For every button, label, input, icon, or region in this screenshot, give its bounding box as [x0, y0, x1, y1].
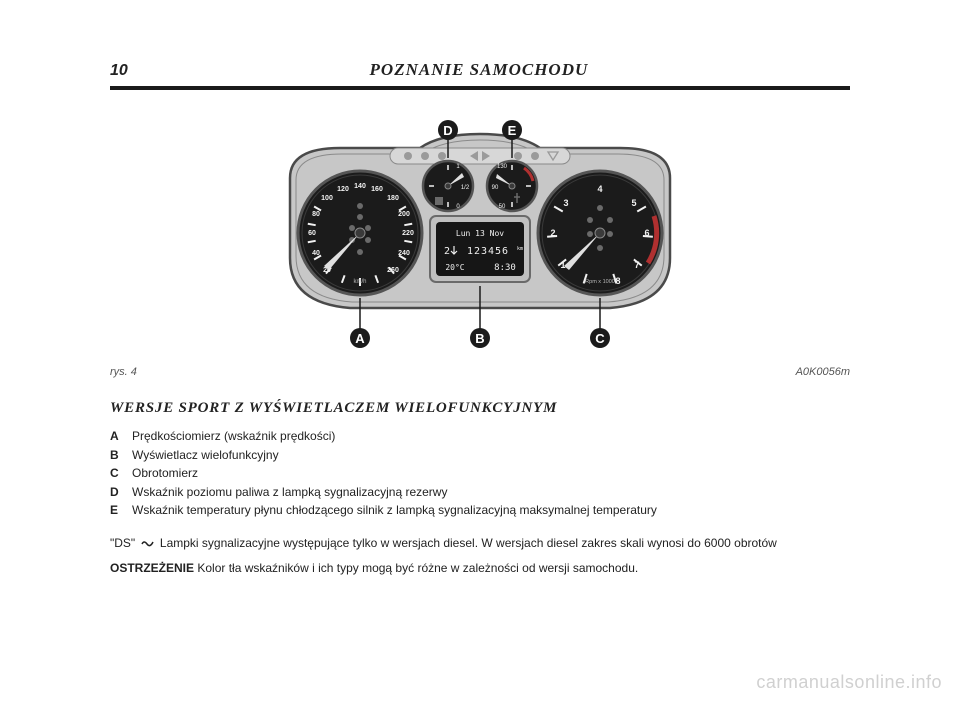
speedo-label-240: 240 [398, 250, 410, 257]
figure-caption-right: A0K0056m [796, 366, 850, 378]
speedo-label-220: 220 [402, 230, 414, 237]
legend-letter-C: C [110, 464, 132, 483]
legend-letter-D: D [110, 483, 132, 502]
legend-text-D: Wskaźnik poziomu paliwa z lampką sygnali… [132, 483, 447, 502]
callout-C: C [595, 331, 605, 346]
abs-icon [365, 237, 371, 243]
speedo-label-40: 40 [312, 250, 320, 257]
fuel-warning-icon [438, 152, 446, 160]
header-row: 10 POZNANIE SAMOCHODU [110, 60, 850, 80]
watermark: carmanualsonline.info [756, 672, 942, 693]
speedo-label-200: 200 [398, 211, 410, 218]
figure-instrument-cluster: 20 40 60 80 100 120 140 160 180 200 220 … [110, 118, 850, 358]
tachometer-gauge: 1 2 3 4 5 6 7 8 Rpm [538, 171, 662, 295]
tacho-label-4: 4 [597, 184, 602, 194]
glowplug-icon [587, 231, 593, 237]
chapter-title: POZNANIE SAMOCHODU [128, 60, 830, 80]
speedo-label-260: 260 [387, 267, 399, 274]
mfd-temp: 20°C [445, 263, 464, 272]
legend-item: A Prędkościomierz (wskaźnik prędkości) [110, 427, 850, 446]
legend-letter-A: A [110, 427, 132, 446]
legend-letter-B: B [110, 446, 132, 465]
legend-text-C: Obrotomierz [132, 464, 198, 483]
fuel-label-half: 1/2 [461, 185, 470, 191]
legend-text-B: Wyświetlacz wielofunkcyjny [132, 446, 279, 465]
legend-item: B Wyświetlacz wielofunkcyjny [110, 446, 850, 465]
tacho-label-8: 8 [615, 276, 620, 286]
tacho-label-7: 7 [634, 260, 639, 270]
high-beam-icon [514, 152, 522, 160]
callout-B: B [475, 331, 484, 346]
mfd-clock: 8:30 [494, 263, 516, 273]
figure-caption-left: rys. 4 [110, 366, 137, 378]
figure-caption-row: rys. 4 A0K0056m [110, 366, 850, 378]
note2-text: Kolor tła wskaźników i ich typy mogą być… [197, 561, 638, 575]
tacho-label-5: 5 [631, 198, 636, 208]
temperature-gauge: 130 90 50 [487, 161, 537, 211]
header-divider [110, 86, 850, 90]
oil-icon [587, 217, 593, 223]
legend-item: C Obrotomierz [110, 464, 850, 483]
tacho-label-2: 2 [550, 228, 555, 238]
door-open-icon [365, 225, 371, 231]
mfd-date: Lun 13 Nov [456, 229, 504, 238]
seatbelt-icon [597, 205, 603, 211]
page-number: 10 [110, 62, 128, 80]
mfd-odo-unit: km [517, 246, 523, 252]
rear-fog-icon [531, 152, 539, 160]
check-engine-icon [357, 214, 363, 220]
legend-letter-E: E [110, 501, 132, 520]
speedometer-gauge: 20 40 60 80 100 120 140 160 180 200 220 … [298, 171, 422, 295]
speedo-label-140: 140 [354, 183, 366, 190]
callout-D: D [443, 123, 452, 138]
fuel-gauge: 1 1/2 0 [423, 161, 473, 211]
fog-light-icon [404, 152, 412, 160]
mfd-gear: 2 [444, 246, 450, 257]
temp-label-50: 50 [499, 204, 506, 210]
note1-prefix: "DS" [110, 536, 135, 550]
callout-A: A [355, 331, 365, 346]
callout-E: E [508, 123, 517, 138]
legend-item: E Wskaźnik temperatury płynu chłodzącego… [110, 501, 850, 520]
esp-icon [357, 249, 363, 255]
glowplug-icon-inline [141, 538, 155, 549]
speedo-label-100: 100 [321, 195, 333, 202]
multifunction-display: Lun 13 Nov 2 123456 km 20°C 8:30 [430, 216, 530, 282]
warning-light-bar [390, 148, 570, 164]
mfd-odo: 123456 [467, 246, 509, 257]
water-in-fuel-icon [607, 231, 613, 237]
speedo-unit: km/h [353, 279, 366, 285]
note2-label: OSTRZEŻENIE [110, 561, 194, 575]
fuel-pump-icon [435, 197, 443, 205]
section-heading: WERSJE SPORT Z WYŚWIETLACZEM WIELOFUNKCY… [110, 400, 850, 417]
tacho-unit: Rpm x 1000 [585, 279, 615, 285]
speedo-label-120: 120 [337, 186, 349, 193]
speedo-label-180: 180 [387, 195, 399, 202]
legend-list: A Prędkościomierz (wskaźnik prędkości) B… [110, 427, 850, 520]
instrument-cluster-svg: 20 40 60 80 100 120 140 160 180 200 220 … [230, 118, 730, 358]
tacho-label-3: 3 [563, 198, 568, 208]
airbag-icon [357, 203, 363, 209]
speedo-label-160: 160 [371, 186, 383, 193]
speedo-label-80: 80 [312, 211, 320, 218]
note1-text: Lampki sygnalizacyjne występujące tylko … [160, 536, 777, 550]
legend-text-E: Wskaźnik temperatury płynu chłodzącego s… [132, 501, 657, 520]
low-beam-icon [421, 152, 429, 160]
note-warning: OSTRZEŻENIE Kolor tła wskaźników i ich t… [110, 559, 850, 578]
speedo-label-60: 60 [308, 230, 316, 237]
tacho-label-1: 1 [560, 260, 565, 270]
alfa-logo-icon [597, 245, 603, 251]
battery-icon [607, 217, 613, 223]
temp-label-90: 90 [492, 185, 499, 191]
temp-label-130: 130 [497, 164, 508, 170]
tacho-label-6: 6 [644, 228, 649, 238]
note-diesel: "DS" Lampki sygnalizacyjne występujące t… [110, 534, 850, 553]
legend-text-A: Prędkościomierz (wskaźnik prędkości) [132, 427, 335, 446]
tpms-icon [349, 225, 355, 231]
legend-item: D Wskaźnik poziomu paliwa z lampką sygna… [110, 483, 850, 502]
manual-page: 10 POZNANIE SAMOCHODU [0, 0, 960, 709]
